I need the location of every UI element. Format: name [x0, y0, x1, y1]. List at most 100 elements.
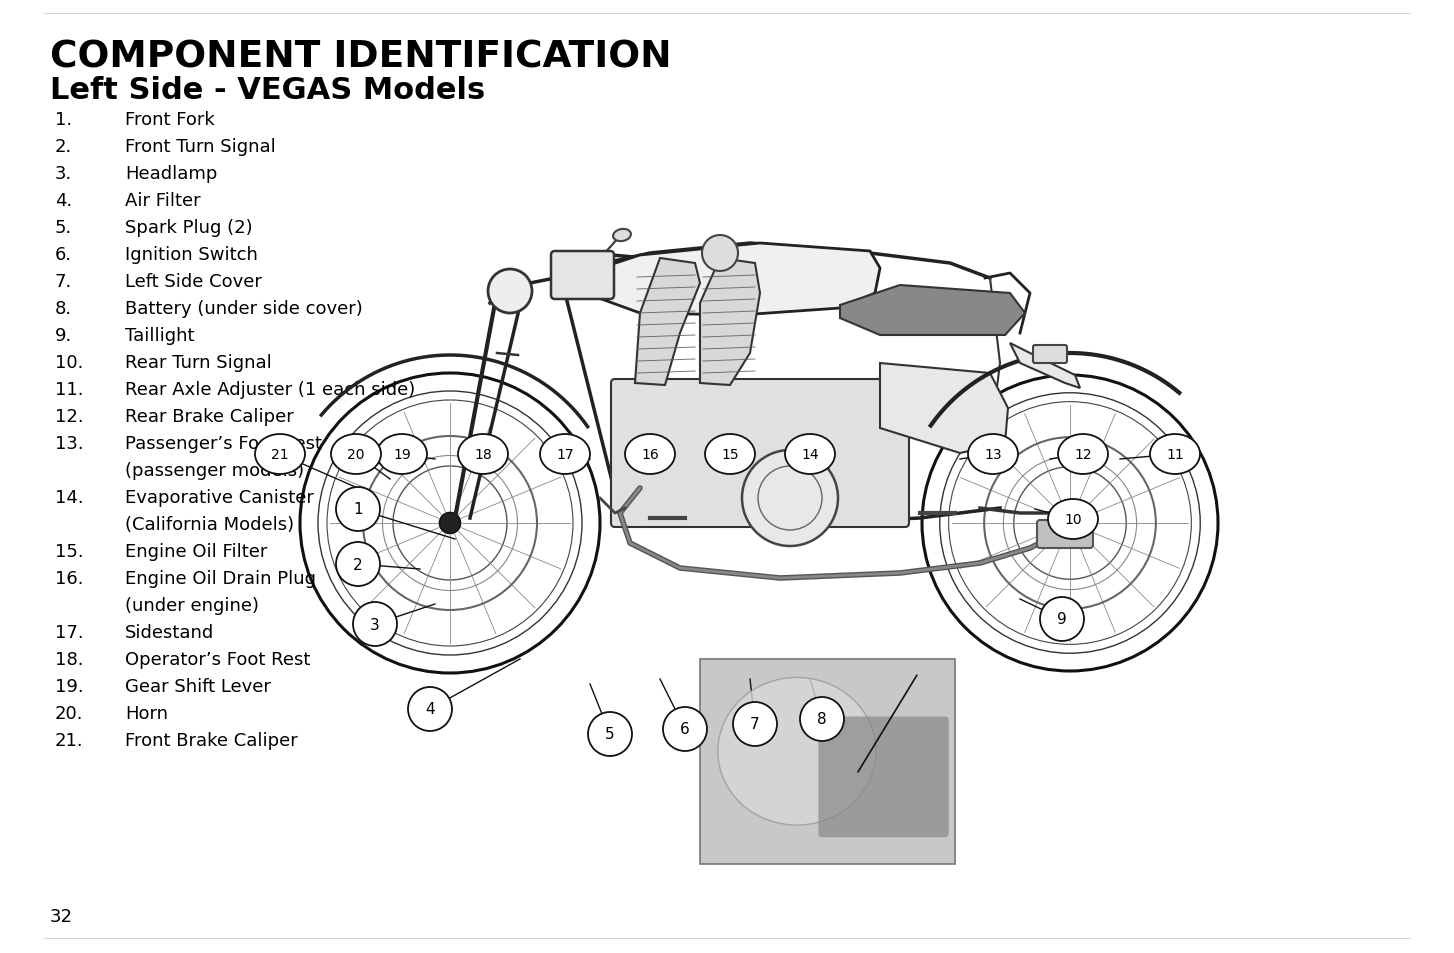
FancyBboxPatch shape [819, 717, 949, 838]
Ellipse shape [705, 435, 755, 475]
Text: 4.: 4. [55, 192, 73, 210]
Circle shape [353, 602, 397, 646]
Circle shape [733, 702, 776, 746]
Text: 15: 15 [721, 448, 739, 461]
Text: Front Turn Signal: Front Turn Signal [125, 138, 276, 156]
Circle shape [489, 270, 532, 314]
Circle shape [587, 712, 632, 757]
Text: 6.: 6. [55, 246, 73, 264]
Ellipse shape [1059, 435, 1108, 475]
Text: 9.: 9. [55, 327, 73, 345]
Text: Spark Plug (2): Spark Plug (2) [125, 219, 253, 236]
Text: 2: 2 [353, 557, 364, 572]
Text: 7.: 7. [55, 273, 73, 291]
Text: Horn: Horn [125, 704, 169, 722]
Text: Battery (under side cover): Battery (under side cover) [125, 299, 362, 317]
Circle shape [439, 513, 461, 534]
FancyBboxPatch shape [1032, 346, 1067, 364]
Text: Headlamp: Headlamp [125, 165, 218, 183]
Text: (California Models): (California Models) [125, 516, 294, 534]
Text: Taillight: Taillight [125, 327, 195, 345]
Ellipse shape [539, 435, 590, 475]
Text: 1.: 1. [55, 111, 73, 129]
FancyBboxPatch shape [551, 252, 614, 299]
Circle shape [742, 451, 838, 546]
Text: Left Side Cover: Left Side Cover [125, 273, 262, 291]
Text: 3: 3 [371, 617, 379, 632]
Ellipse shape [458, 435, 507, 475]
Text: Gear Shift Lever: Gear Shift Lever [125, 678, 270, 696]
Polygon shape [880, 364, 1008, 454]
Ellipse shape [332, 435, 381, 475]
Polygon shape [635, 258, 699, 386]
Text: 14: 14 [801, 448, 819, 461]
Polygon shape [699, 258, 760, 386]
FancyBboxPatch shape [699, 659, 955, 864]
Polygon shape [840, 286, 1025, 335]
Text: COMPONENT IDENTIFICATION: COMPONENT IDENTIFICATION [49, 39, 672, 75]
Text: 10: 10 [1064, 513, 1082, 526]
Text: Sidestand: Sidestand [125, 623, 214, 641]
Text: Rear Turn Signal: Rear Turn Signal [125, 354, 272, 372]
Text: Passenger’s Foot Rest: Passenger’s Foot Rest [125, 435, 321, 453]
Text: (passenger models): (passenger models) [125, 461, 304, 479]
Text: 20.: 20. [55, 704, 83, 722]
Text: 17.: 17. [55, 623, 84, 641]
Polygon shape [585, 244, 880, 315]
Text: Engine Oil Filter: Engine Oil Filter [125, 542, 268, 560]
Ellipse shape [718, 678, 875, 825]
Text: 19: 19 [393, 448, 411, 461]
Text: 15.: 15. [55, 542, 84, 560]
Text: 17: 17 [557, 448, 574, 461]
Text: 21: 21 [272, 448, 289, 461]
Text: Rear Axle Adjuster (1 each side): Rear Axle Adjuster (1 each side) [125, 380, 416, 398]
Circle shape [336, 488, 379, 532]
Text: 11: 11 [1166, 448, 1184, 461]
Text: Engine Oil Drain Plug: Engine Oil Drain Plug [125, 569, 316, 587]
Text: 12.: 12. [55, 408, 84, 426]
Text: Ignition Switch: Ignition Switch [125, 246, 257, 264]
Text: Evaporative Canister: Evaporative Canister [125, 489, 314, 506]
Text: 7: 7 [750, 717, 760, 732]
Text: 8: 8 [817, 712, 827, 727]
Text: 12: 12 [1075, 448, 1092, 461]
Text: 18: 18 [474, 448, 491, 461]
Text: 11.: 11. [55, 380, 83, 398]
Text: 19.: 19. [55, 678, 84, 696]
Text: 16.: 16. [55, 569, 83, 587]
FancyBboxPatch shape [1037, 520, 1093, 548]
Ellipse shape [1150, 435, 1200, 475]
FancyBboxPatch shape [611, 379, 909, 527]
Ellipse shape [377, 435, 427, 475]
Text: 21.: 21. [55, 731, 84, 749]
Text: 18.: 18. [55, 650, 83, 668]
Text: 2.: 2. [55, 138, 73, 156]
Ellipse shape [254, 435, 305, 475]
Text: 20: 20 [348, 448, 365, 461]
Text: 1: 1 [353, 502, 364, 517]
Text: 13.: 13. [55, 435, 84, 453]
Text: (under engine): (under engine) [125, 597, 259, 615]
Ellipse shape [625, 435, 675, 475]
Circle shape [663, 707, 707, 751]
Circle shape [800, 698, 843, 741]
Text: 3.: 3. [55, 165, 73, 183]
Text: 14.: 14. [55, 489, 84, 506]
Text: Operator’s Foot Rest: Operator’s Foot Rest [125, 650, 310, 668]
Ellipse shape [1048, 499, 1098, 539]
Text: 5: 5 [605, 727, 615, 741]
Circle shape [1060, 513, 1080, 534]
Text: 4: 4 [425, 701, 435, 717]
Text: 13: 13 [984, 448, 1002, 461]
Ellipse shape [968, 435, 1018, 475]
Text: 5.: 5. [55, 219, 73, 236]
Text: Air Filter: Air Filter [125, 192, 201, 210]
Text: 10.: 10. [55, 354, 83, 372]
Circle shape [1040, 598, 1085, 641]
Text: Front Brake Caliper: Front Brake Caliper [125, 731, 298, 749]
Text: Rear Brake Caliper: Rear Brake Caliper [125, 408, 294, 426]
Text: 8.: 8. [55, 299, 73, 317]
Text: 32: 32 [49, 907, 73, 925]
Circle shape [409, 687, 452, 731]
Polygon shape [1011, 344, 1080, 389]
